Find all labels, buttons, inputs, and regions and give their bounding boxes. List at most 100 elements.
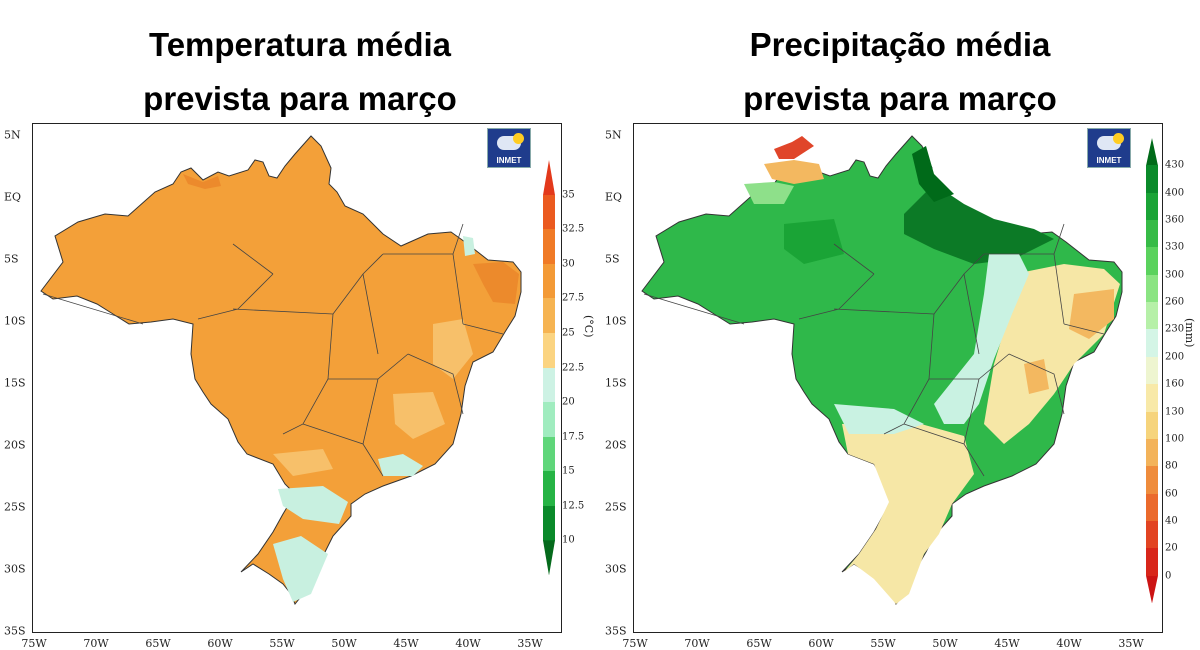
y-tick-label: 5N xyxy=(605,128,622,142)
cool-region-southeast xyxy=(378,454,423,476)
colorbar-label: 80 xyxy=(1165,460,1178,472)
colorbar-segment xyxy=(1146,274,1158,303)
temperature-map xyxy=(40,135,522,605)
y-tick-label: 30S xyxy=(4,562,26,576)
cool-transition xyxy=(934,254,1029,424)
x-tick-label: 60W xyxy=(207,637,233,650)
colorbar-label: 32.5 xyxy=(562,223,585,235)
x-tick-label: 55W xyxy=(269,637,295,650)
title-line-1: Temperatura média xyxy=(149,26,451,63)
colorbar-label: 0 xyxy=(1165,570,1172,582)
colorbar-label: 260 xyxy=(1165,296,1185,308)
colorbar-label: 27.5 xyxy=(562,292,585,304)
y-tick-label: 5N xyxy=(4,128,21,142)
panel-title: Precipitação média prevista para março xyxy=(600,18,1200,126)
dry-north-tip xyxy=(774,136,814,159)
dark-hotspot xyxy=(183,174,221,189)
x-tick-label: 35W xyxy=(517,637,543,650)
x-tick-label: 70W xyxy=(83,637,109,650)
y-tick-label: 25S xyxy=(605,500,627,514)
y-tick-label: EQ xyxy=(4,190,22,204)
temperature-colorbar xyxy=(543,160,557,576)
colorbar-segment xyxy=(1146,165,1158,194)
colorbar-label: 20 xyxy=(562,396,575,408)
light-region-1 xyxy=(433,319,473,379)
dry-north-ring xyxy=(764,160,824,184)
x-tick-label: 40W xyxy=(1056,637,1082,650)
wet-peak xyxy=(912,146,954,202)
sun-icon xyxy=(513,133,524,144)
colorbar-label: 40 xyxy=(1165,515,1178,527)
colorbar-segment xyxy=(543,298,555,334)
logo-label: INMET xyxy=(1096,156,1122,165)
light-region-2 xyxy=(393,392,445,439)
inmet-logo: INMET xyxy=(1087,128,1131,168)
precipitation-map xyxy=(641,135,1123,605)
colorbar-segment xyxy=(1146,329,1158,358)
colorbar-label: 12.5 xyxy=(562,500,585,512)
colorbar-label: 25 xyxy=(562,327,575,339)
colorbar-label: 20 xyxy=(1165,542,1178,554)
x-tick-label: 50W xyxy=(331,637,357,650)
dark-region-northeast xyxy=(473,262,519,304)
colorbar-label: 430 xyxy=(1165,159,1185,171)
x-tick-label: 75W xyxy=(21,637,47,650)
x-tick-label: 45W xyxy=(393,637,419,650)
colorbar-segment xyxy=(1146,520,1158,549)
colorbar-label: 17.5 xyxy=(562,431,585,443)
title-line-1: Precipitação média xyxy=(749,26,1051,63)
colorbar-segment xyxy=(1146,575,1158,604)
colorbar-label: 130 xyxy=(1165,406,1185,418)
x-tick-label: 65W xyxy=(746,637,772,650)
precipitation-colorbar xyxy=(1146,138,1160,604)
y-tick-label: 25S xyxy=(4,500,26,514)
x-tick-label: 65W xyxy=(145,637,171,650)
colorbar-label: 15 xyxy=(562,465,575,477)
arid-core xyxy=(1069,289,1114,339)
colorbar-label: 22.5 xyxy=(562,362,585,373)
y-tick-label: 10S xyxy=(605,314,627,328)
state-borders xyxy=(42,223,504,477)
light-region-3 xyxy=(273,449,333,476)
colorbar-segment xyxy=(543,436,555,472)
colorbar-segment xyxy=(543,367,555,403)
colorbar-segment xyxy=(1146,138,1158,166)
colorbar-segment xyxy=(1146,438,1158,467)
x-tick-label: 35W xyxy=(1118,637,1144,650)
colorbar-segment xyxy=(1146,466,1158,495)
x-tick-label: 40W xyxy=(455,637,481,650)
x-tick-label: 70W xyxy=(684,637,710,650)
y-tick-label: 35S xyxy=(4,624,26,638)
colorbar-segment xyxy=(543,471,555,507)
colorbar-label: 360 xyxy=(1165,214,1185,226)
y-tick-label: 35S xyxy=(605,624,627,638)
cool-region-ne xyxy=(463,236,475,256)
colorbar-label: 10 xyxy=(562,534,575,546)
colorbar-segment xyxy=(543,229,555,265)
brazil-shape xyxy=(40,135,522,605)
colorbar-label: 400 xyxy=(1165,187,1185,199)
y-tick-label: 5S xyxy=(605,252,620,266)
colorbar-segment xyxy=(543,540,555,576)
cool-southwest xyxy=(834,404,924,434)
unit-label: (mm) xyxy=(1183,318,1196,348)
map-frame: INMET xyxy=(32,123,562,633)
inmet-logo: INMET xyxy=(487,128,531,168)
arid-core-2 xyxy=(1024,359,1049,394)
title-line-2: prevista para março xyxy=(743,80,1057,117)
x-tick-label: 55W xyxy=(870,637,896,650)
state-borders xyxy=(643,223,1105,477)
colorbar-segment xyxy=(543,505,555,541)
logo-label: INMET xyxy=(496,156,522,165)
colorbar-segment xyxy=(1146,356,1158,385)
colorbar-segment xyxy=(1146,548,1158,577)
y-tick-label: EQ xyxy=(605,190,623,204)
colorbar-segment xyxy=(543,402,555,438)
y-tick-label: 15S xyxy=(4,376,26,390)
colorbar-label: 230 xyxy=(1165,323,1185,335)
x-tick-label: 45W xyxy=(994,637,1020,650)
light-band-north xyxy=(744,182,794,204)
temperature-panel: Temperatura média prevista para março IN… xyxy=(4,26,595,650)
colorbar-segment xyxy=(543,263,555,299)
colorbar-label: 30 xyxy=(562,258,575,270)
